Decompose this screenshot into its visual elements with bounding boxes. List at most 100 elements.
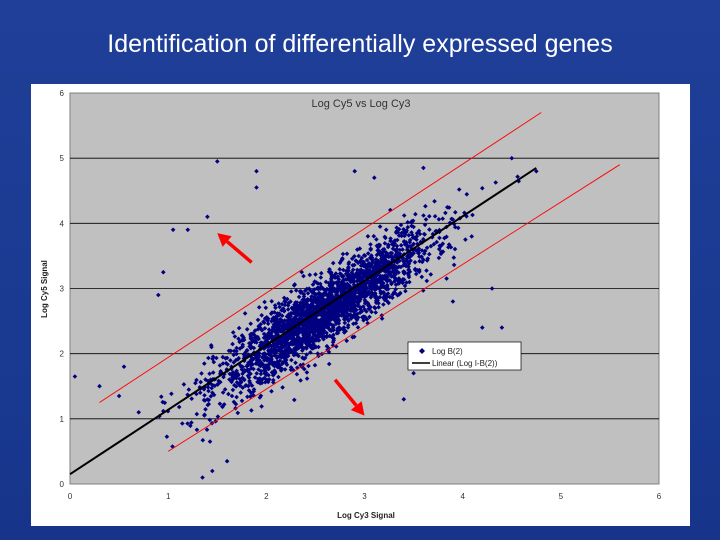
data-point <box>244 327 250 332</box>
data-point <box>352 334 357 340</box>
data-point <box>304 370 310 375</box>
lower-threshold-line <box>167 164 620 452</box>
data-point <box>349 304 355 309</box>
legend-box <box>407 341 522 371</box>
data-point <box>388 270 394 275</box>
data-point <box>384 299 390 304</box>
data-point <box>318 302 323 307</box>
data-point <box>294 330 299 335</box>
data-point <box>240 385 245 390</box>
data-point <box>333 271 339 276</box>
data-point <box>310 309 315 315</box>
data-point <box>340 326 345 332</box>
data-point <box>205 397 210 402</box>
data-point <box>240 342 245 347</box>
data-point <box>305 330 310 335</box>
data-point <box>351 321 356 327</box>
data-point <box>209 344 214 350</box>
data-point <box>340 256 345 261</box>
data-point <box>444 276 449 281</box>
data-point <box>373 296 379 301</box>
data-point <box>373 262 379 268</box>
data-point <box>480 325 485 330</box>
data-point <box>365 272 371 278</box>
data-point <box>206 401 211 407</box>
data-point <box>264 315 270 320</box>
data-point <box>327 327 333 333</box>
data-point <box>294 371 300 377</box>
data-point <box>220 361 226 366</box>
data-point <box>218 379 223 385</box>
data-point <box>351 305 357 310</box>
data-point <box>407 252 412 257</box>
data-point <box>329 272 334 277</box>
data-point <box>181 382 187 387</box>
data-point <box>258 321 263 327</box>
x-tick-label: 6 <box>657 492 662 501</box>
data-point <box>326 322 332 328</box>
data-point <box>320 317 326 322</box>
data-point <box>237 346 243 351</box>
data-point <box>380 264 385 269</box>
data-point <box>302 288 308 293</box>
data-point <box>361 274 367 279</box>
data-point <box>446 244 451 250</box>
data-point <box>321 312 326 318</box>
data-point <box>295 343 301 349</box>
data-point <box>327 298 333 303</box>
chart-title: Log Cy5 vs Log Cy3 <box>311 98 410 110</box>
data-point <box>330 281 336 286</box>
data-point <box>456 187 462 192</box>
data-point <box>364 309 369 314</box>
data-point <box>359 309 365 314</box>
data-point <box>256 305 262 310</box>
data-point <box>264 336 270 342</box>
data-point <box>363 262 368 268</box>
data-point <box>298 308 303 313</box>
data-point <box>275 319 280 324</box>
data-point <box>246 369 252 375</box>
data-point <box>289 341 295 347</box>
data-point <box>392 279 397 284</box>
data-point <box>265 316 271 321</box>
data-point <box>358 305 363 310</box>
data-point <box>285 303 291 308</box>
data-point <box>236 355 241 361</box>
data-point <box>351 275 356 280</box>
data-point <box>411 250 416 256</box>
data-point <box>207 417 213 423</box>
data-point <box>321 334 327 339</box>
data-point <box>223 356 228 361</box>
data-point <box>259 404 264 409</box>
data-point <box>382 257 387 262</box>
data-point <box>534 168 539 174</box>
data-point <box>365 280 370 285</box>
data-point <box>255 317 261 323</box>
data-point <box>357 278 363 284</box>
data-point <box>313 332 318 338</box>
data-point <box>262 351 268 356</box>
data-point <box>234 348 239 354</box>
data-point <box>392 275 397 280</box>
data-point <box>369 278 374 284</box>
data-point <box>398 264 404 270</box>
data-point <box>350 299 356 305</box>
data-point <box>284 362 290 367</box>
data-point <box>269 356 274 362</box>
data-point <box>310 335 315 340</box>
data-point <box>327 333 333 339</box>
data-point <box>401 277 407 282</box>
data-point <box>324 315 329 320</box>
data-point <box>210 382 216 388</box>
data-point <box>249 408 254 413</box>
data-point <box>340 279 346 285</box>
data-point <box>315 291 321 296</box>
data-point <box>410 242 416 248</box>
data-point <box>290 323 295 329</box>
data-point <box>345 322 351 328</box>
data-point <box>330 327 336 332</box>
data-point <box>329 301 334 307</box>
data-point <box>357 310 363 315</box>
data-point <box>277 304 282 310</box>
data-point <box>330 339 336 345</box>
